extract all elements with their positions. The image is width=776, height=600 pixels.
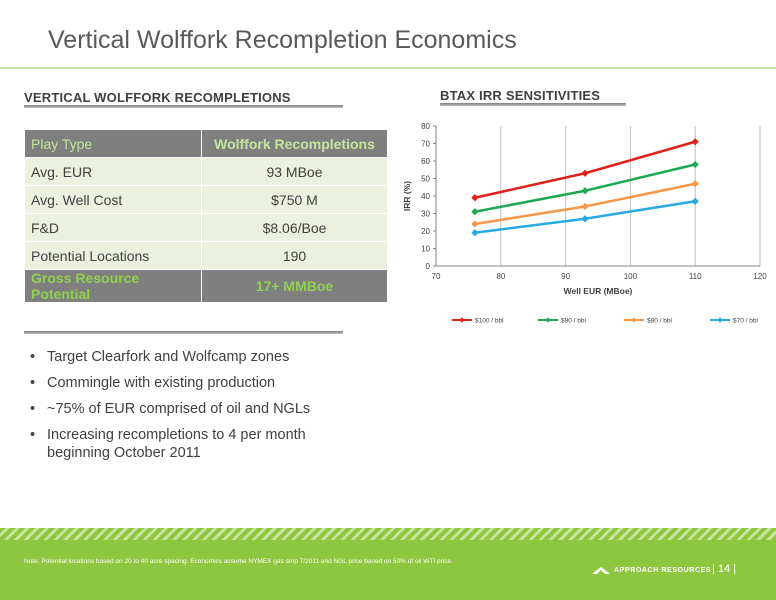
list-item: • Target Clearfork and Wolfcamp zones <box>30 348 360 366</box>
irr-sensitivity-chart: 0 10 20 30 40 50 60 70 80 70 80 90 100 110 120 Well EUR… <box>402 122 767 325</box>
chart-y-tick-label: 0 <box>426 262 431 271</box>
play-summary-table: Play Type Wolffork Recompletions Avg. EU… <box>24 129 388 303</box>
list-item: • ~75% of EUR comprised of oil and NGLs <box>30 400 360 418</box>
bullet-text: Target Clearfork and Wolfcamp zones <box>47 349 290 365</box>
chart-y-tick-label: 80 <box>421 122 430 131</box>
table-cell-label: Potential Locations <box>24 241 202 270</box>
bullet-icon: • <box>30 401 36 417</box>
bullet-icon: • <box>30 427 36 443</box>
chart-data-point <box>471 220 479 228</box>
bullets-divider <box>24 331 343 334</box>
table-cell-label: Avg. Well Cost <box>24 185 202 214</box>
chart-data-point <box>471 194 479 202</box>
chart-y-tick-label: 40 <box>421 192 430 201</box>
chart-y-tick-label: 20 <box>421 227 430 236</box>
footer-stripes <box>0 528 776 540</box>
table-row: Avg. EUR 93 MBoe <box>24 157 388 186</box>
legend-marker <box>631 317 637 323</box>
logo-mark-icon <box>592 567 610 574</box>
chart-x-tick-label: 80 <box>496 272 505 281</box>
chart-data-point <box>581 215 589 223</box>
legend-marker <box>545 317 551 323</box>
chart-x-tick-label: 70 <box>432 272 441 281</box>
page-number: | 14 | <box>712 563 737 575</box>
table-row: Potential Locations 190 <box>24 241 388 270</box>
section-heading-rule <box>440 103 626 106</box>
list-item: • Commingle with existing production <box>30 374 360 392</box>
table-header-row: Play Type Wolffork Recompletions <box>24 129 388 158</box>
table-cell-value: 190 <box>201 241 388 270</box>
chart-y-tick-label: 10 <box>421 245 430 254</box>
table-header-cell: Wolffork Recompletions <box>201 129 388 158</box>
legend-marker <box>717 317 723 323</box>
chart-data-point <box>471 208 479 216</box>
table-cell-value: $750 M <box>201 185 388 214</box>
chart-y-tick-label: 70 <box>421 140 430 149</box>
chart-x-tick-label: 90 <box>561 272 570 281</box>
chart-y-tick-label: 30 <box>421 210 430 219</box>
table-cell-value: 93 MBoe <box>201 157 388 186</box>
legend-label: $70 / bbl <box>733 318 758 325</box>
company-logo: APPROACH RESOURCES <box>592 564 711 576</box>
chart-data-point <box>691 138 699 146</box>
table-row: Avg. Well Cost $750 M <box>24 185 388 214</box>
footnote: Note: Potential locations based on 20 to… <box>24 558 453 565</box>
bullet-list: • Target Clearfork and Wolfcamp zones • Co… <box>30 348 360 470</box>
section-heading-rule <box>24 105 343 108</box>
page-title: Vertical Wolffork Recompletion Economics <box>48 26 517 54</box>
chart-data-point <box>691 180 699 188</box>
table-cell-value: $8.06/Boe <box>201 213 388 242</box>
chart-y-tick-label: 50 <box>421 175 430 184</box>
chart-y-axis-title: IRR (%) <box>402 181 412 211</box>
title-divider <box>0 67 776 69</box>
list-item: • Increasing recompletions to 4 per month… <box>30 426 360 462</box>
section-heading-irr: BTAX IRR SENSITIVITIES <box>440 88 601 103</box>
chart-data-point <box>581 169 589 177</box>
legend-label: $100 / bbl <box>475 318 504 325</box>
legend-label: $90 / bbl <box>561 318 586 325</box>
company-name: APPROACH RESOURCES <box>614 566 712 574</box>
footer-bar: Note: Potential locations based on 20 to… <box>0 528 776 600</box>
bullet-text: ~75% of EUR comprised of oil and NGLs <box>47 401 311 417</box>
chart-x-axis-title: Well EUR (MBoe) <box>564 286 633 296</box>
chart-y-tick-label: 60 <box>421 157 430 166</box>
bullet-icon: • <box>30 375 36 391</box>
chart-x-tick-label: 110 <box>689 272 702 281</box>
table-footer-row: Gross Resource Potential 17+ MMBoe <box>24 269 388 303</box>
bullet-text: Commingle with existing production <box>47 375 276 391</box>
legend-label: $80 / bbl <box>647 318 672 325</box>
table-row: F&D $8.06/Boe <box>24 213 388 242</box>
table-footer-label: Gross Resource Potential <box>24 269 202 303</box>
bullet-icon: • <box>30 349 36 365</box>
table-header-cell: Play Type <box>24 129 202 158</box>
table-cell-label: Avg. EUR <box>24 157 202 186</box>
chart-data-point <box>691 197 699 205</box>
chart-data-point <box>581 202 589 211</box>
chart-data-point <box>581 187 589 195</box>
legend-marker <box>459 317 465 323</box>
chart-data-point <box>471 229 479 237</box>
table-cell-label: F&D <box>24 213 202 242</box>
chart-x-tick-label: 100 <box>624 272 638 281</box>
chart-data-point <box>691 160 699 169</box>
section-heading-recompletions: VERTICAL WOLFFORK RECOMPLETIONS <box>24 90 291 105</box>
bullet-text: Increasing recompletions to 4 per month … <box>47 427 306 461</box>
chart-x-tick-label: 120 <box>753 272 767 281</box>
table-footer-value: 17+ MMBoe <box>201 269 388 303</box>
